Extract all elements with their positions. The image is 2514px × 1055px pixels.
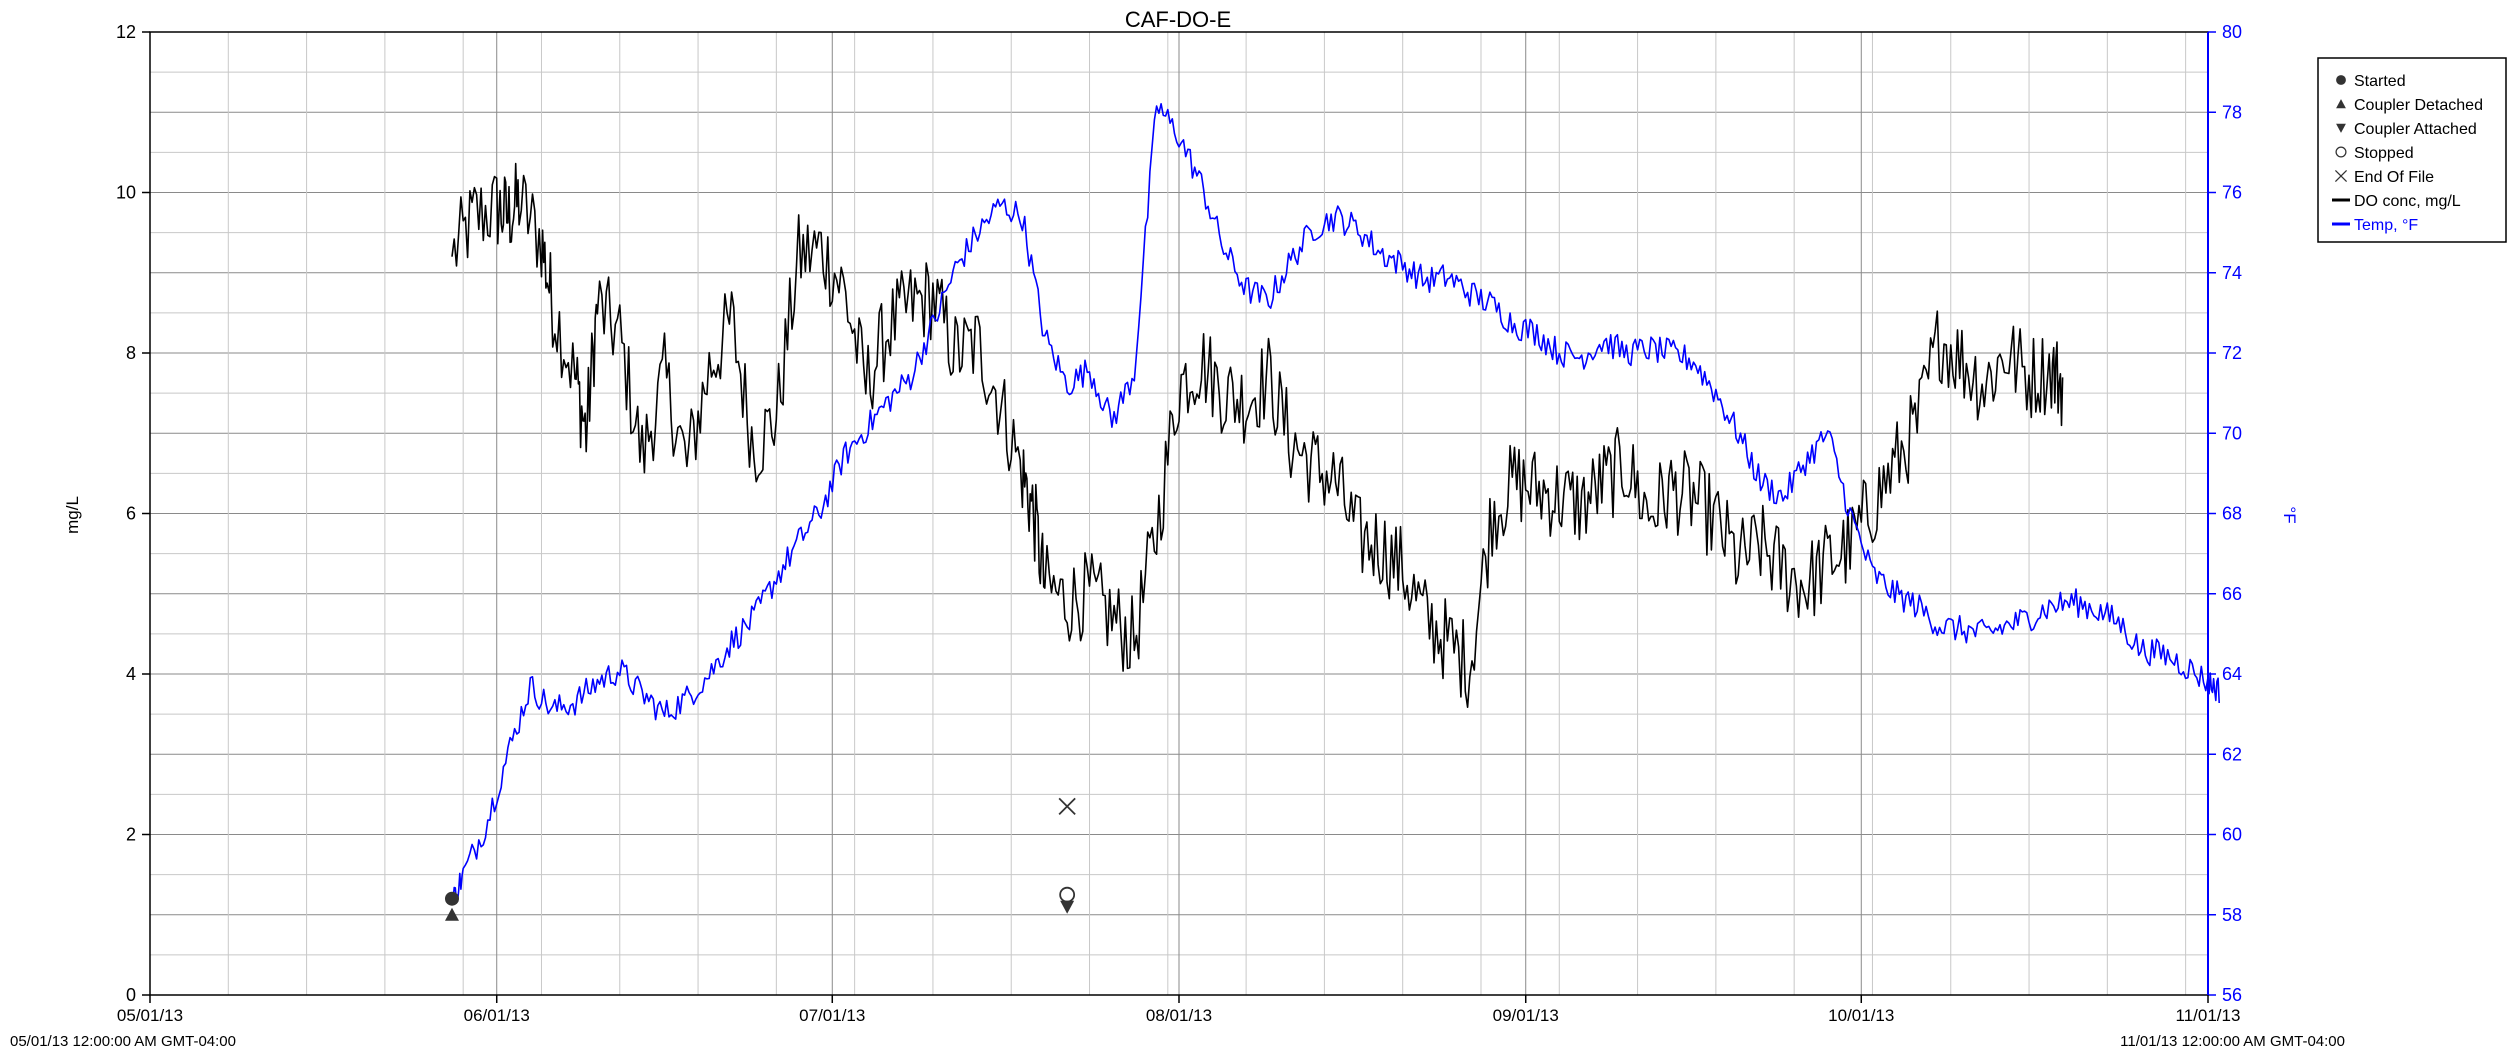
legend-label: Started — [2354, 73, 2406, 90]
right-tick-label: 66 — [2222, 584, 2242, 604]
right-y-axis: 56 58 60 62 64 66 68 70 72 74 76 78 80 — [2207, 22, 2242, 1005]
x-tick-label: 08/01/13 — [1146, 1006, 1212, 1025]
right-tick-label: 62 — [2222, 744, 2242, 764]
right-tick-label: 64 — [2222, 664, 2242, 684]
x-tick-label: 10/01/13 — [1828, 1006, 1894, 1025]
legend-symbol — [2336, 99, 2346, 109]
event-markers — [444, 797, 1076, 921]
legend-item: Temp, °F — [2332, 217, 2418, 234]
x-axis: 05/01/13 06/01/13 07/01/13 08/01/13 09/01/13… — [117, 995, 2241, 1025]
left-tick-label: 4 — [126, 664, 136, 684]
left-tick-label: 8 — [126, 343, 136, 363]
series-line-do-conc — [451, 162, 2064, 708]
left-axis-label: mg/L — [63, 496, 82, 534]
right-axis-label: °F — [2280, 506, 2299, 523]
legend-item: Coupler Attached — [2336, 121, 2477, 138]
legend: Started Coupler Detached Coupler Attached S… — [2317, 57, 2507, 243]
right-tick-label: 60 — [2222, 825, 2242, 845]
right-tick-label: 74 — [2222, 263, 2242, 283]
legend-label: End Of File — [2354, 169, 2434, 186]
legend-label: DO conc, mg/L — [2354, 193, 2461, 210]
marker-end-of-file — [1058, 797, 1076, 816]
x-tick-label: 06/01/13 — [464, 1006, 530, 1025]
left-tick-label: 10 — [116, 183, 136, 203]
right-tick-label: 76 — [2222, 183, 2242, 203]
x-tick-label: 11/01/13 — [2176, 1006, 2241, 1025]
legend-box — [2317, 57, 2507, 243]
chart-title: CAF-DO-E — [1125, 7, 1231, 32]
marker-coupler-attached — [1060, 900, 1075, 914]
legend-item: End Of File — [2334, 169, 2434, 186]
right-tick-label: 80 — [2222, 22, 2242, 42]
x-axis-start-label: 05/01/13 12:00:00 AM GMT-04:00 — [10, 1033, 236, 1050]
right-tick-label: 72 — [2222, 343, 2242, 363]
legend-symbol — [2334, 169, 2348, 183]
right-tick-label: 70 — [2222, 423, 2242, 443]
legend-label: Temp, °F — [2354, 217, 2418, 234]
legend-label: Coupler Attached — [2354, 121, 2477, 138]
marker-started — [444, 891, 459, 906]
left-tick-label: 12 — [116, 22, 136, 42]
legend-symbol — [2335, 146, 2347, 158]
legend-item: Coupler Detached — [2336, 97, 2483, 114]
left-y-axis: 0 2 4 6 8 10 12 — [116, 22, 150, 1005]
x-axis-end-label: 11/01/13 12:00:00 AM GMT-04:00 — [2120, 1033, 2345, 1050]
left-tick-label: 2 — [126, 825, 136, 845]
marker-stopped — [1059, 886, 1076, 903]
right-tick-label: 78 — [2222, 102, 2242, 122]
x-tick-label: 05/01/13 — [117, 1006, 183, 1025]
legend-label: Stopped — [2354, 145, 2414, 162]
right-tick-label: 56 — [2222, 985, 2242, 1005]
legend-item: Started — [2336, 73, 2406, 90]
legend-symbol — [2336, 123, 2346, 133]
x-tick-label: 09/01/13 — [1493, 1006, 1559, 1025]
legend-item: DO conc, mg/L — [2332, 193, 2461, 210]
x-tick-label: 07/01/13 — [799, 1006, 865, 1025]
legend-symbol — [2336, 75, 2346, 85]
right-tick-label: 68 — [2222, 504, 2242, 524]
legend-label: Coupler Detached — [2354, 97, 2483, 114]
right-tick-label: 58 — [2222, 905, 2242, 925]
left-tick-label: 6 — [126, 504, 136, 524]
legend-item: Stopped — [2335, 145, 2414, 162]
series-layer — [451, 103, 2220, 903]
marker-coupler-detached — [444, 907, 459, 921]
series-line-temp — [451, 103, 2220, 903]
left-tick-label: 0 — [126, 985, 136, 1005]
